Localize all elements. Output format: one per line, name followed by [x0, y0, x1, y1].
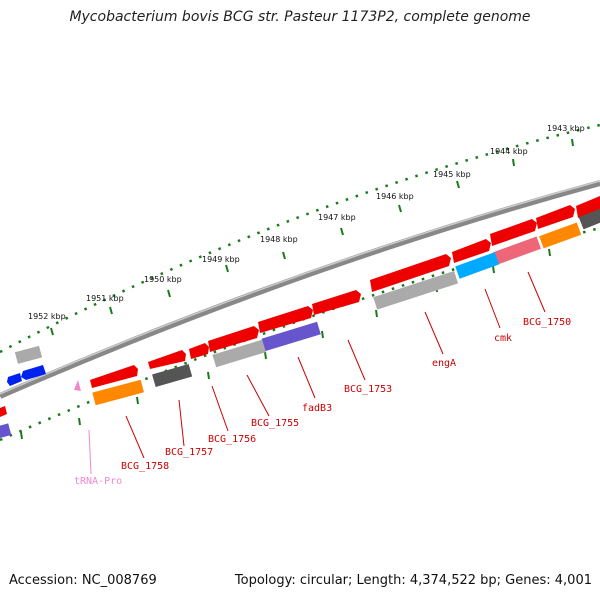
outer-major-ticks — [50, 138, 574, 336]
kbp-label: 1949 kbp — [202, 255, 240, 264]
gene-box-cyan[interactable] — [455, 252, 500, 279]
gene-box-purple[interactable] — [0, 423, 12, 439]
gene-box-purple[interactable] — [261, 321, 321, 352]
gene-labels: BCG_1750 cmk engA BCG_1753 fadB3 BCG_175… — [74, 317, 571, 487]
kbp-label: 1945 kbp — [433, 170, 471, 179]
map-title: Mycobacterium bovis BCG str. Pasteur 117… — [69, 9, 531, 25]
gene-label[interactable]: BCG_1758 — [121, 461, 169, 472]
gene-arrow-red[interactable] — [312, 290, 361, 315]
reverse-genes — [7, 345, 46, 386]
gene-arrow-blue[interactable] — [21, 365, 46, 380]
gene-arrow-red[interactable] — [370, 254, 451, 292]
kbp-label: 1943 kbp — [547, 124, 585, 133]
gene-box-gray[interactable] — [373, 271, 459, 310]
gene-arrow-red[interactable] — [148, 350, 186, 369]
gene-box-orange[interactable] — [92, 379, 144, 406]
gene-label[interactable]: tRNA-Pro — [74, 476, 122, 487]
gene-box-gray[interactable] — [14, 345, 43, 364]
gene-label[interactable]: BCG_1753 — [344, 384, 392, 395]
kbp-labels: 1943 kbp 1944 kbp 1945 kbp 1946 kbp 1947… — [28, 124, 585, 321]
gene-arrow-red[interactable] — [536, 205, 575, 229]
gene-arrow-red[interactable] — [90, 365, 138, 388]
gene-label[interactable]: BCG_1755 — [251, 418, 299, 429]
kbp-label: 1947 kbp — [318, 213, 356, 222]
genome-summary-text: Topology: circular; Length: 4,374,522 bp… — [234, 573, 592, 588]
gene-label[interactable]: BCG_1757 — [165, 447, 213, 458]
kbp-label: 1950 kbp — [144, 275, 182, 284]
kbp-label: 1944 kbp — [490, 147, 528, 156]
kbp-label: 1951 kbp — [86, 294, 124, 303]
gene-arrow-red[interactable] — [189, 343, 209, 359]
inner-major-ticks — [20, 248, 551, 440]
kbp-label: 1946 kbp — [376, 192, 414, 201]
kbp-label: 1952 kbp — [28, 312, 66, 321]
trna-marker[interactable] — [74, 380, 81, 391]
gene-arrow-red[interactable] — [490, 219, 537, 246]
gene-arrow-red[interactable] — [258, 306, 313, 333]
forward-genes — [0, 196, 600, 417]
gene-arrow-red[interactable] — [0, 406, 7, 417]
gene-box-darkgray[interactable] — [578, 207, 600, 230]
gene-arrow-blue[interactable] — [7, 373, 22, 386]
gene-label[interactable]: engA — [432, 358, 456, 369]
gene-arrow-red[interactable] — [576, 196, 600, 218]
gene-arrow-red[interactable] — [452, 239, 491, 263]
gene-label[interactable]: fadB3 — [302, 403, 332, 414]
kbp-label: 1948 kbp — [260, 235, 298, 244]
gene-box-pink[interactable] — [493, 236, 542, 265]
cog-boxes — [0, 207, 600, 439]
gene-box-orange[interactable] — [539, 222, 582, 249]
genome-backbone — [0, 180, 600, 399]
gene-box-gray[interactable] — [212, 339, 266, 368]
gene-label[interactable]: BCG_1750 — [523, 317, 571, 328]
gene-label[interactable]: BCG_1756 — [208, 434, 256, 445]
gene-box-darkgray[interactable] — [152, 363, 193, 387]
label-leaders — [88, 271, 546, 475]
gene-label[interactable]: cmk — [494, 333, 512, 344]
accession-text: Accession: NC_008769 — [9, 573, 157, 588]
outer-scale-arc — [0, 123, 600, 354]
gene-arrow-red[interactable] — [208, 326, 259, 352]
